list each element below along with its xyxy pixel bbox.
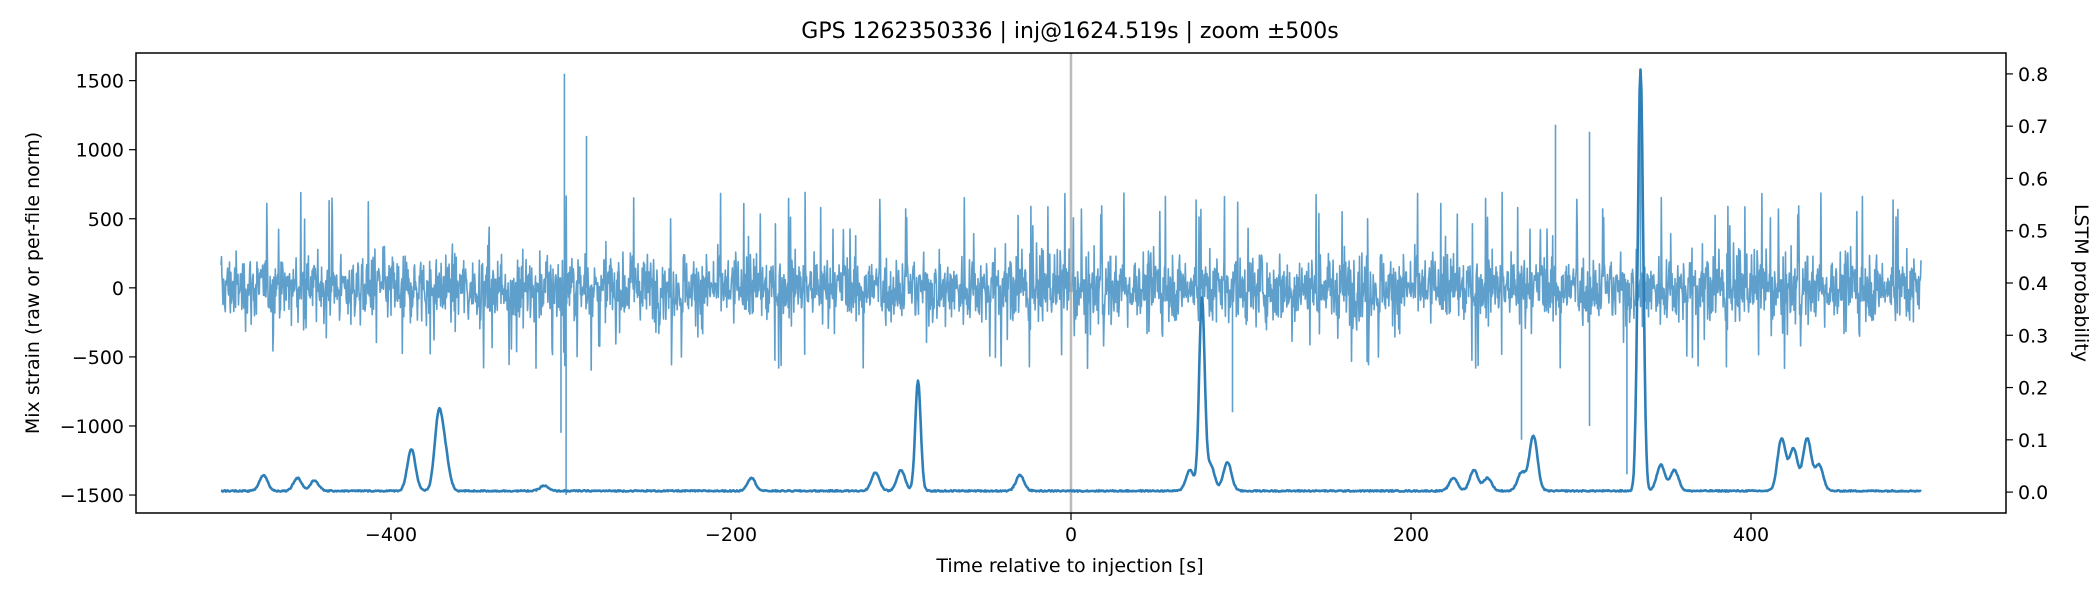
- y-axis-left: −1500 −1000 −500 0 500 1000 1500: [60, 71, 136, 507]
- y-right-tick-label: 0.7: [2018, 116, 2048, 138]
- x-tick-label: −400: [365, 524, 417, 546]
- y-right-tick-label: 0.2: [2018, 378, 2048, 400]
- y-left-tick-label: 1000: [76, 140, 124, 162]
- y-right-tick-label: 0.3: [2018, 325, 2048, 347]
- y-right-tick-label: 0.5: [2018, 221, 2048, 243]
- probability-series-line: [220, 68, 1922, 493]
- y-axis-right: 0.0 0.1 0.2 0.3 0.4 0.5 0.6 0.7 0.8: [2006, 64, 2048, 504]
- y-axis-right-label: LSTM probability: [2070, 204, 2092, 362]
- chart-title: GPS 1262350336 | inj@1624.519s | zoom ±5…: [801, 19, 1338, 44]
- y-right-tick-label: 0.6: [2018, 168, 2048, 190]
- x-tick-label: 400: [1733, 524, 1769, 546]
- x-axis: −400 −200 0 200 400: [365, 513, 1769, 546]
- y-left-tick-label: 0: [112, 278, 124, 300]
- y-right-tick-label: 0.0: [2018, 482, 2048, 504]
- y-right-tick-label: 0.1: [2018, 430, 2048, 452]
- y-left-tick-label: −1500: [60, 485, 124, 507]
- y-left-tick-label: 500: [88, 209, 124, 231]
- y-left-tick-label: −1000: [60, 416, 124, 438]
- y-left-tick-label: 1500: [76, 71, 124, 93]
- y-right-tick-label: 0.4: [2018, 273, 2048, 295]
- x-tick-label: 200: [1393, 524, 1429, 546]
- y-axis-left-label: Mix strain (raw or per-file norm): [22, 132, 44, 434]
- x-tick-label: −200: [705, 524, 757, 546]
- x-tick-label: 0: [1065, 524, 1077, 546]
- x-axis-label: Time relative to injection [s]: [935, 555, 1203, 577]
- y-left-tick-label: −500: [72, 347, 124, 369]
- y-right-tick-label: 0.8: [2018, 64, 2048, 86]
- plot-area: [220, 53, 1922, 513]
